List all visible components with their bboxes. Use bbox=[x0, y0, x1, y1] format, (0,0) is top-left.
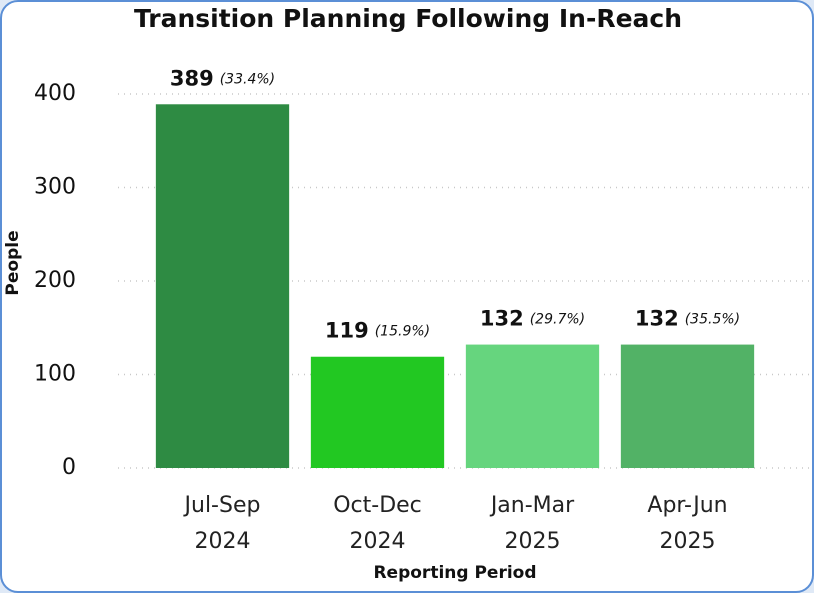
bar bbox=[465, 344, 600, 468]
data-label-share: (29.7%) bbox=[530, 312, 585, 328]
y-tick-label: 300 bbox=[34, 175, 76, 200]
data-label: 132 (35.5%) bbox=[635, 307, 740, 331]
x-tick-label: Jul-Sep 2024 bbox=[184, 493, 261, 554]
y-tick-label: 400 bbox=[34, 81, 76, 106]
bar bbox=[310, 356, 445, 468]
data-label-value: 119 bbox=[325, 319, 369, 343]
y-tick-label: 0 bbox=[62, 455, 76, 480]
data-label-value: 132 bbox=[480, 307, 524, 331]
data-label: 132 (29.7%) bbox=[480, 307, 585, 331]
data-label-share: (15.9%) bbox=[375, 324, 430, 340]
data-label: 119 (15.9%) bbox=[325, 319, 430, 343]
bar bbox=[620, 344, 755, 468]
y-tick-label: 200 bbox=[34, 268, 76, 293]
chart-title: Transition Planning Following In-Reach bbox=[134, 4, 682, 33]
x-axis-label: Reporting Period bbox=[373, 563, 536, 583]
x-tick-label: Jan-Mar 2025 bbox=[490, 493, 575, 554]
bar bbox=[155, 104, 290, 468]
data-label-share: (35.5%) bbox=[685, 312, 740, 328]
data-label: 389 (33.4%) bbox=[170, 66, 275, 90]
x-tick-label: Oct-Dec 2024 bbox=[333, 493, 422, 554]
data-label-share: (33.4%) bbox=[220, 71, 275, 87]
y-tick-label: 100 bbox=[34, 362, 76, 387]
x-tick-label: Apr-Jun 2025 bbox=[647, 493, 728, 554]
y-axis-label: People bbox=[3, 230, 23, 295]
data-label-value: 389 bbox=[170, 66, 214, 90]
data-label-value: 132 bbox=[635, 307, 679, 331]
